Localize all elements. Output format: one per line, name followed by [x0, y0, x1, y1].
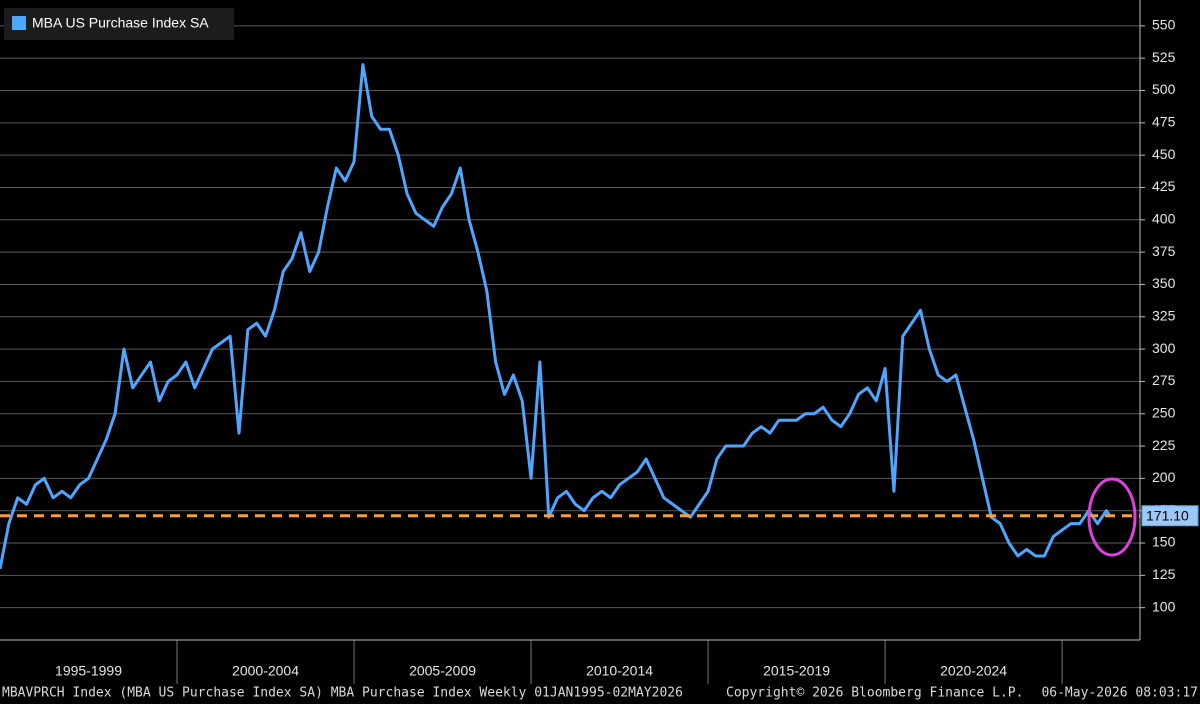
y-tick-label: 300 — [1152, 340, 1176, 356]
x-tick-label: 1995-1999 — [55, 663, 122, 679]
y-tick-label: 150 — [1152, 534, 1176, 550]
y-tick-label: 100 — [1152, 598, 1176, 614]
highlight-circle — [1087, 477, 1137, 557]
legend: MBA US Purchase Index SA — [4, 8, 234, 40]
footer-right: 06-May-2026 08:03:17 — [1041, 686, 1198, 701]
y-tick-label: 425 — [1152, 178, 1176, 194]
y-tick-label: 200 — [1152, 469, 1176, 485]
plot — [0, 63, 1140, 570]
y-tick-label: 325 — [1152, 307, 1176, 323]
legend-box — [4, 8, 234, 40]
y-tick-label: 250 — [1152, 404, 1176, 420]
y-tick-label: 400 — [1152, 211, 1176, 227]
x-tick-label: 2020-2024 — [940, 663, 1007, 679]
y-tick-label: 350 — [1152, 275, 1176, 291]
y-tick-label: 525 — [1152, 49, 1176, 65]
y-tick-label: 475 — [1152, 114, 1176, 130]
footer-mid: Copyright© 2026 Bloomberg Finance L.P. — [726, 686, 1023, 701]
y-tick-label: 275 — [1152, 372, 1176, 388]
y-tick-label: 500 — [1152, 81, 1176, 97]
x-tick-label: 2015-2019 — [763, 663, 830, 679]
y-tick-label: 125 — [1152, 566, 1176, 582]
reference-label: 171.10 — [1146, 507, 1189, 523]
y-tick-label: 550 — [1152, 17, 1176, 33]
y-tick-label: 225 — [1152, 437, 1176, 453]
legend-label: MBA US Purchase Index SA — [32, 15, 209, 31]
footer-left: MBAVPRCH Index (MBA US Purchase Index SA… — [2, 686, 683, 701]
legend-swatch — [12, 16, 26, 30]
data-line — [0, 63, 1112, 570]
x-tick-label: 2005-2009 — [409, 663, 476, 679]
grid — [0, 25, 1145, 684]
y-tick-label: 450 — [1152, 146, 1176, 162]
reference-label-box — [1141, 505, 1199, 527]
x-tick-label: 2000-2004 — [232, 663, 299, 679]
y-tick-label: 375 — [1152, 243, 1176, 259]
x-tick-label: 2010-2014 — [586, 663, 653, 679]
